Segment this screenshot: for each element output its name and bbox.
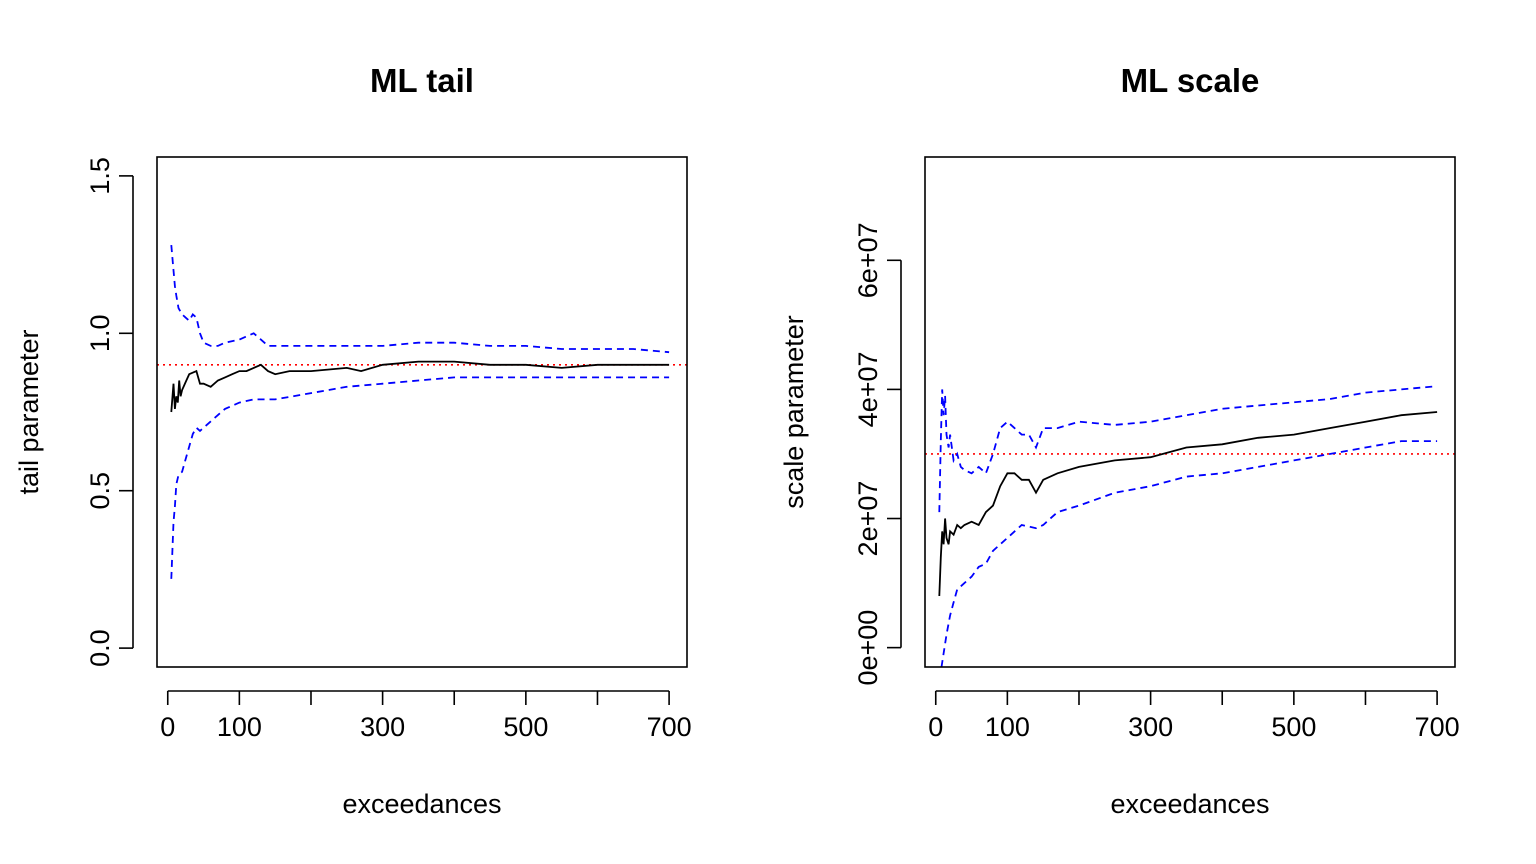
y-tick-label: 0.0 xyxy=(85,629,115,667)
chart-title: ML scale xyxy=(1121,62,1260,99)
upper-ci-line xyxy=(170,245,670,354)
x-tick-label: 300 xyxy=(360,712,405,742)
x-tick-label: 0 xyxy=(160,712,175,742)
y-axis-label: scale parameter xyxy=(779,315,809,509)
plot-frame xyxy=(156,156,688,668)
y-axis-label: tail parameter xyxy=(14,329,44,494)
y-tick-label: 1.0 xyxy=(85,315,115,353)
x-tick-label: 500 xyxy=(1271,712,1316,742)
y-tick-label: 2e+07 xyxy=(853,481,883,557)
scale-chart-panel: ML scale exceedances scale parameter 0 10… xyxy=(779,62,1460,819)
x-tick-label: 500 xyxy=(503,712,548,742)
x-axis-label: exceedances xyxy=(1110,789,1269,819)
x-tick-label: 100 xyxy=(985,712,1030,742)
estimate-line xyxy=(170,360,670,413)
lower-ci-line xyxy=(170,376,670,579)
y-tick-label: 1.5 xyxy=(85,157,115,195)
x-tick-label: 100 xyxy=(217,712,262,742)
x-tick-label: 700 xyxy=(1415,712,1460,742)
x-tick-label: 0 xyxy=(928,712,943,742)
plot-frame xyxy=(924,156,1456,668)
y-tick-label: 4e+07 xyxy=(853,351,883,427)
lower-ci-line xyxy=(940,440,1438,667)
y-tick-label: 6e+07 xyxy=(853,222,883,298)
chart-title: ML tail xyxy=(370,62,474,99)
y-tick-label: 0.5 xyxy=(85,472,115,510)
x-tick-label: 300 xyxy=(1128,712,1173,742)
estimate-line xyxy=(938,411,1438,597)
tail-chart-panel: ML tail exceedances tail parameter 0 100 3… xyxy=(14,62,692,819)
y-tick-label: 0e+00 xyxy=(853,610,883,686)
x-tick-label: 700 xyxy=(647,712,692,742)
x-axis-label: exceedances xyxy=(342,789,501,819)
upper-ci-line xyxy=(938,385,1438,513)
